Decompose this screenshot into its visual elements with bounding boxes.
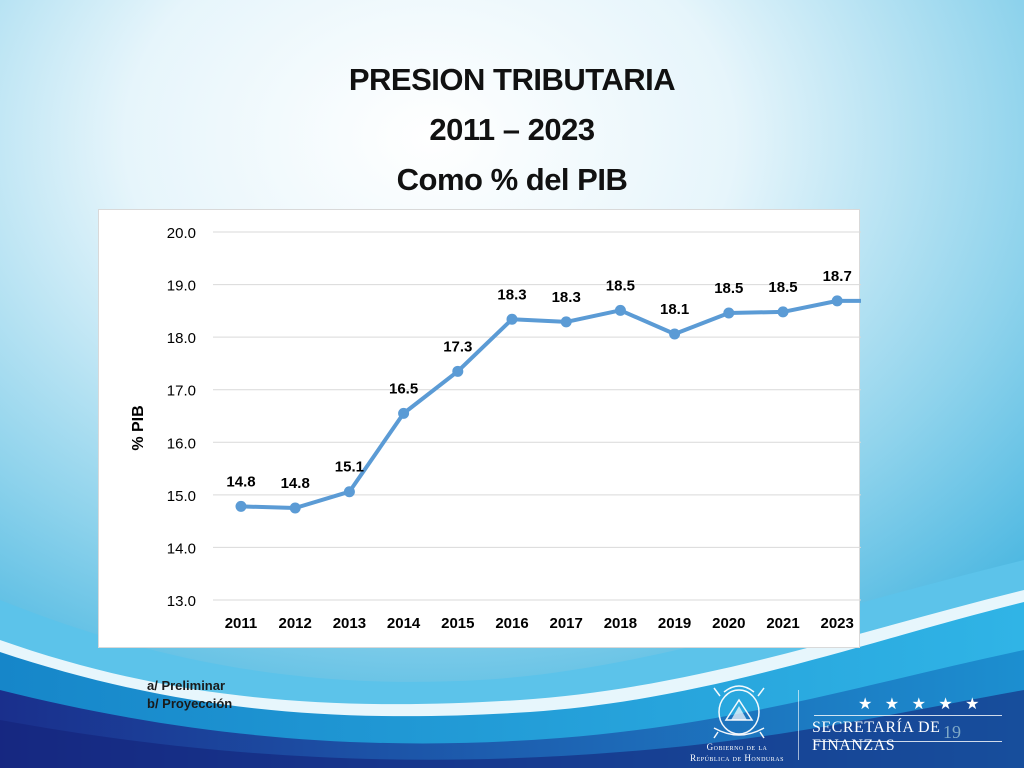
data-point xyxy=(398,407,410,419)
data-label: 14.8 xyxy=(226,473,255,490)
series-line xyxy=(239,298,861,510)
data-label: 15.1 xyxy=(335,459,364,476)
data-label: 14.8 xyxy=(281,475,310,492)
data-point xyxy=(506,313,518,325)
title-line-3: Como % del PIB xyxy=(396,162,628,197)
y-tick-label: 16.0 xyxy=(167,435,196,452)
chart-panel: 13.0 14.0 15.0 16.0 17.0 18.0 19.0 20.0 2011 201… xyxy=(98,209,861,648)
y-tick-label: 17.0 xyxy=(167,383,196,400)
y-tick-label: 15.0 xyxy=(167,488,196,505)
y-axis-label: % PIB xyxy=(130,405,147,450)
divider-line xyxy=(814,715,1002,716)
x-tick-label: 2015 xyxy=(441,615,474,632)
x-tick-label: 2011 xyxy=(225,615,258,632)
data-label: 18.3 xyxy=(497,286,526,303)
data-point xyxy=(614,304,626,316)
y-tick-labels: 13.0 14.0 15.0 16.0 17.0 18.0 19.0 20.0 xyxy=(167,225,196,610)
data-point xyxy=(831,295,843,307)
x-tick-label: 2017 xyxy=(550,615,583,632)
data-label: 18.5 xyxy=(714,280,743,297)
honduras-emblem-icon xyxy=(713,685,765,739)
data-points xyxy=(235,295,843,514)
data-label: 18.1 xyxy=(660,301,689,318)
divider-line-2 xyxy=(814,741,1002,742)
data-point xyxy=(560,316,572,328)
x-tick-label: 2018 xyxy=(604,615,637,632)
data-label: 18.7 xyxy=(823,268,852,285)
data-point xyxy=(669,328,681,340)
y-tick-label: 14.0 xyxy=(167,540,196,557)
page-number: 19 xyxy=(943,722,961,742)
x-tick-label: 2020 xyxy=(712,615,745,632)
data-label: 18.5 xyxy=(606,277,635,294)
x-tick-label: 2014 xyxy=(387,615,421,632)
gobierno-label: Gobierno de la República de Honduras xyxy=(672,742,802,764)
x-tick-label: 2016 xyxy=(495,615,528,632)
data-point xyxy=(777,306,789,318)
x-tick-label: 2013 xyxy=(333,615,366,632)
x-tick-labels: 2011 2012 2013 2014 2015 2016 2017 2018 2019 2020… xyxy=(225,615,854,632)
data-point xyxy=(723,307,735,319)
data-label: 18.5 xyxy=(768,279,797,296)
title-line-2: 2011 – 2023 xyxy=(429,112,595,147)
title-line-1: PRESION TRIBUTARIA xyxy=(348,62,676,97)
footnote-proyeccion: b/ Proyección xyxy=(147,696,233,711)
gobierno-line-1: Gobierno de la xyxy=(706,742,768,752)
grid-layer xyxy=(213,231,861,601)
data-point xyxy=(289,502,301,514)
x-tick-label: 2012 xyxy=(279,615,312,632)
secretaria-label: SECRETARÍA DE FINANZAS xyxy=(812,719,941,754)
logo-separator xyxy=(798,690,799,760)
y-tick-label: 13.0 xyxy=(167,593,196,610)
x-tick-label: 2023 xyxy=(821,615,854,632)
stars-icon: ★ ★ ★ ★ ★ xyxy=(858,696,984,713)
footnotes: a/ Preliminar b/ Proyección xyxy=(147,677,232,713)
data-label: 16.5 xyxy=(389,380,418,397)
gobierno-line-2: República de Honduras xyxy=(690,753,784,763)
y-tick-label: 20.0 xyxy=(167,225,196,242)
y-tick-label: 18.0 xyxy=(167,330,196,347)
data-label: 18.3 xyxy=(552,289,581,306)
data-point xyxy=(235,500,247,512)
data-labels: 14.8 14.8 15.1 16.5 17.3 18.3 18.3 18.5 18.1 18.5… xyxy=(226,268,851,492)
x-tick-label: 2021 xyxy=(766,615,799,632)
data-label: 17.3 xyxy=(443,338,472,355)
data-point xyxy=(343,486,355,498)
x-tick-label: 2019 xyxy=(658,615,691,632)
footnote-preliminar: a/ Preliminar xyxy=(147,678,226,693)
data-point xyxy=(452,365,464,377)
line-chart: 13.014.015.016.017.018.019.020.0 2011 201… xyxy=(130,225,861,632)
y-tick-label: 19.0 xyxy=(167,278,196,295)
